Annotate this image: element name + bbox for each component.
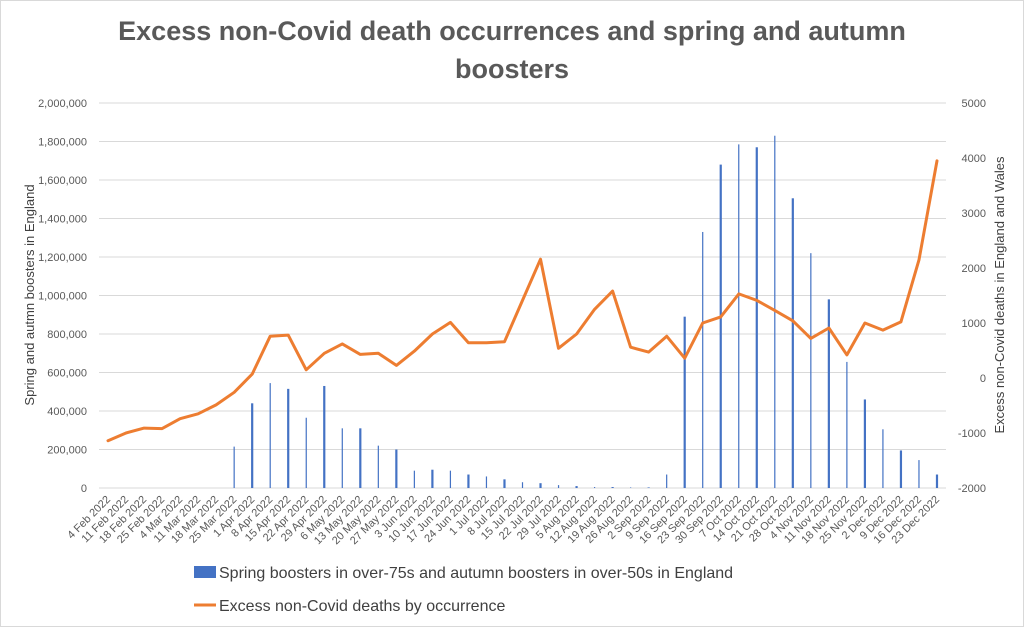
right-axis-title: Excess non-Covid deaths in England and W… — [992, 156, 1007, 434]
right-tick-label: 1000 — [962, 318, 986, 330]
booster-bar — [413, 470, 415, 488]
booster-bar — [611, 487, 614, 488]
booster-bar — [305, 417, 307, 488]
booster-bar — [882, 429, 884, 488]
booster-bar — [539, 483, 542, 488]
booster-bar — [341, 428, 343, 488]
chart-title-line-2: boosters — [455, 54, 569, 84]
legend-label-bars: Spring boosters in over-75s and autumn b… — [219, 565, 733, 582]
gridlines — [99, 102, 946, 489]
booster-bar — [918, 460, 920, 488]
legend-label-line: Excess non-Covid deaths by occurrence — [219, 598, 505, 615]
legend: Spring boosters in over-75s and autumn b… — [194, 565, 733, 615]
left-tick-label: 1,800,000 — [38, 137, 87, 149]
left-tick-label: 800,000 — [47, 329, 87, 341]
booster-bar — [702, 231, 704, 488]
chart-title-line-1: Excess non-Covid death occurrences and s… — [118, 16, 906, 46]
booster-bar — [575, 486, 578, 488]
booster-bar — [899, 450, 903, 488]
booster-bar — [666, 474, 668, 488]
booster-bar — [719, 164, 722, 488]
excess-deaths-line — [106, 159, 939, 443]
booster-bar — [935, 474, 939, 488]
right-tick-label: 2000 — [962, 263, 986, 275]
booster-bar — [810, 253, 812, 488]
left-tick-label: 600,000 — [47, 368, 87, 380]
left-axis-title: Spring and autmn boosters in England — [22, 184, 37, 405]
left-tick-label: 1,200,000 — [38, 252, 87, 264]
left-tick-label: 400,000 — [47, 406, 87, 418]
legend-swatch-bars — [194, 566, 216, 578]
booster-bar — [683, 316, 686, 488]
booster-bar — [503, 479, 506, 488]
booster-bar — [521, 482, 524, 488]
right-axis-ticks: -2000 -1000 0 1000 2000 3000 4000 5000 — [958, 98, 986, 495]
left-tick-label: 0 — [81, 483, 87, 495]
booster-bar — [395, 449, 398, 488]
booster-bar — [647, 487, 650, 488]
left-tick-label: 1,600,000 — [38, 175, 87, 187]
booster-bar — [846, 361, 848, 488]
booster-bar — [449, 470, 452, 488]
left-tick-label: 1,400,000 — [38, 214, 87, 226]
left-tick-label: 2,000,000 — [38, 98, 87, 110]
left-tick-label: 1,000,000 — [38, 291, 87, 303]
booster-bar — [557, 485, 560, 488]
booster-bar — [738, 144, 740, 488]
booster-bar — [323, 385, 326, 488]
line-series — [106, 159, 939, 443]
booster-bar — [467, 474, 470, 488]
booster-bar — [863, 399, 867, 488]
booster-bar — [791, 198, 794, 488]
booster-bar — [377, 445, 379, 488]
booster-bar — [233, 446, 235, 488]
booster-bar — [431, 469, 434, 488]
bar-series — [233, 135, 939, 488]
booster-bar — [630, 487, 632, 488]
right-tick-label: 4000 — [962, 153, 986, 165]
booster-bar — [593, 487, 596, 488]
right-tick-label: 0 — [980, 373, 986, 385]
booster-bar — [827, 299, 830, 488]
right-tick-label: -1000 — [958, 428, 986, 440]
booster-bar — [755, 147, 758, 488]
left-tick-label: 200,000 — [47, 445, 87, 457]
booster-bar — [485, 476, 488, 488]
left-axis-ticks: 0 200,000 400,000 600,000 800,000 1,000,000 1,… — [38, 98, 87, 495]
right-tick-label: -2000 — [958, 483, 986, 495]
booster-bar — [287, 388, 290, 488]
right-tick-label: 3000 — [962, 208, 986, 220]
booster-bar — [269, 383, 271, 488]
booster-bar — [251, 403, 254, 488]
right-tick-label: 5000 — [962, 98, 986, 110]
booster-bar — [359, 428, 362, 488]
